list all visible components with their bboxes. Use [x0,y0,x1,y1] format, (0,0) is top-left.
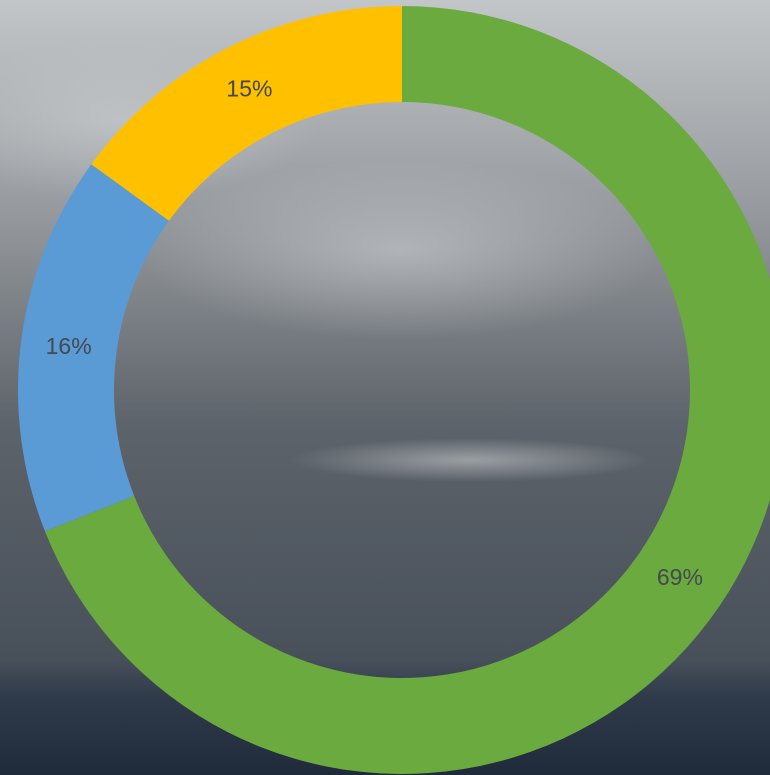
cloud [140,160,660,340]
donut [17,6,770,774]
cloud [290,438,650,482]
donut-slice [91,6,403,221]
donut-slice [17,164,170,532]
data-label: 15% [226,76,272,102]
data-label: 69% [657,564,703,590]
data-label: 16% [46,333,92,359]
